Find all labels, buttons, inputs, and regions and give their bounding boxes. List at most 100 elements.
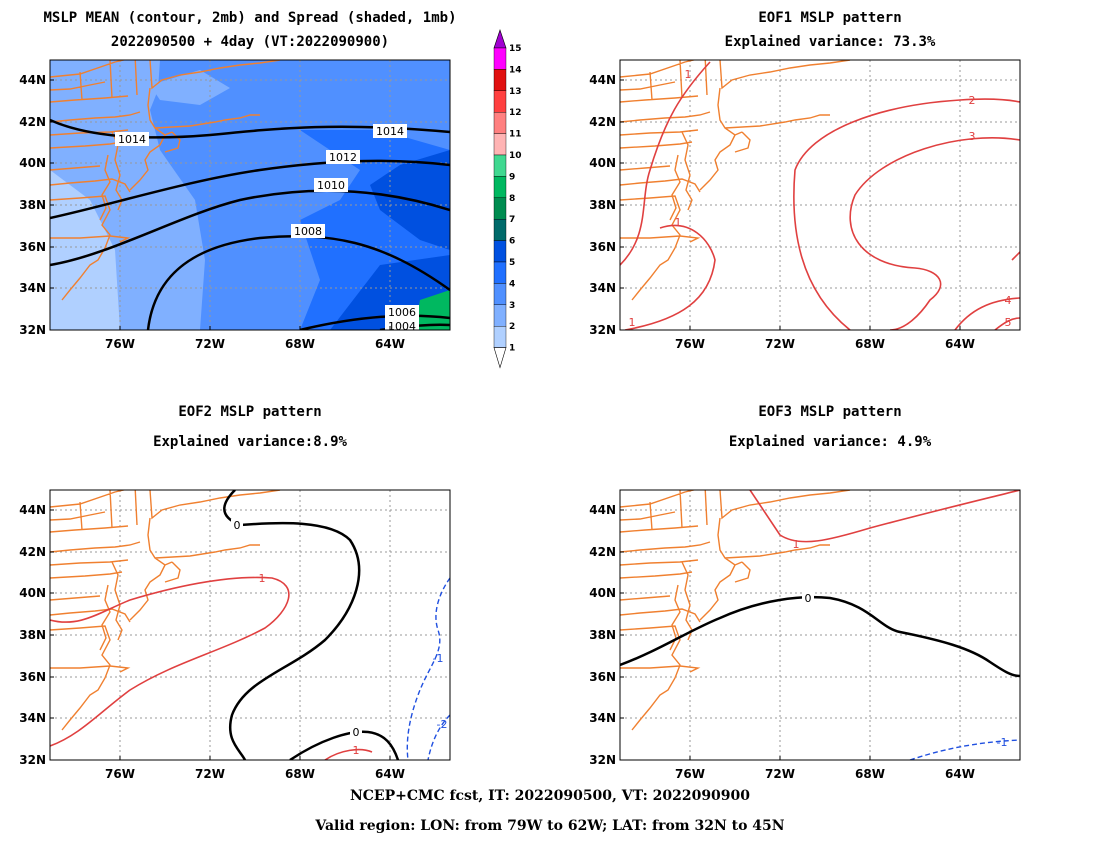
eof2-contour-0b bbox=[289, 730, 400, 760]
lat-tick-label: 36N bbox=[19, 670, 46, 684]
contour-label: -1 bbox=[433, 652, 444, 665]
mean-title-line2: 2022090500 + 4day (VT:2022090900) bbox=[110, 34, 390, 50]
eof1-contour-4 bbox=[954, 297, 1020, 330]
colorbar-label: 1 bbox=[509, 344, 515, 354]
lon-tick-label: 72W bbox=[195, 767, 225, 781]
colorbar-segment bbox=[493, 240, 507, 263]
eof1-title-line2: Explained variance: 73.3% bbox=[724, 34, 936, 50]
lat-tick-label: 42N bbox=[19, 115, 46, 129]
lon-tick-label: 72W bbox=[195, 337, 225, 351]
colorbar-label: 7 bbox=[509, 215, 515, 225]
colorbar-label: 5 bbox=[509, 258, 515, 268]
lat-tick-label: 42N bbox=[19, 545, 46, 559]
colorbar-segment bbox=[493, 69, 507, 92]
contour-label: 1 bbox=[793, 538, 800, 551]
contour-label: -2 bbox=[437, 718, 448, 731]
lat-tick-label: 38N bbox=[589, 198, 616, 212]
lon-tick-label: 64W bbox=[945, 767, 975, 781]
colorbar-max-triangle bbox=[493, 29, 507, 49]
contour-label: 2 bbox=[969, 94, 976, 107]
colorbar-label: 12 bbox=[509, 108, 522, 118]
colorbar-segment bbox=[493, 90, 507, 113]
lon-tick-label: 76W bbox=[105, 767, 135, 781]
isobar-1010 bbox=[50, 189, 450, 267]
lat-tick-label: 34N bbox=[589, 711, 616, 725]
footer-forecast-info: NCEP+CMC fcst, IT: 2022090500, VT: 20220… bbox=[349, 788, 751, 804]
eof1-contour-1b bbox=[624, 224, 716, 330]
eof2-contour-0a bbox=[223, 490, 361, 760]
eof1-contour-1 bbox=[620, 61, 711, 266]
contour-label: 1012 bbox=[329, 151, 357, 164]
eof1-contour-edge bbox=[1011, 251, 1020, 261]
eof2-title-line2: Explained variance:8.9% bbox=[153, 434, 347, 450]
eof3-grid bbox=[620, 490, 1020, 760]
eof3-coastline bbox=[620, 490, 851, 731]
lon-tick-label: 76W bbox=[675, 337, 705, 351]
colorbar-label: 9 bbox=[509, 172, 515, 182]
mean-frame bbox=[49, 59, 451, 331]
lat-tick-label: 38N bbox=[589, 628, 616, 642]
eof1-title-line1: EOF1 MSLP pattern bbox=[758, 10, 902, 26]
footer-valid-region: Valid region: LON: from 79W to 62W; LAT:… bbox=[315, 818, 785, 834]
contour-label: 3 bbox=[969, 130, 976, 143]
lon-tick-label: 76W bbox=[105, 337, 135, 351]
colorbar-label: 2 bbox=[509, 322, 515, 332]
eof3-panel: 1 0 -1 bbox=[619, 489, 1021, 761]
eof3-frame bbox=[619, 489, 1021, 761]
eof1-contour-3 bbox=[849, 136, 1020, 330]
lon-tick-label: 68W bbox=[855, 767, 885, 781]
contour-label: 1006 bbox=[388, 306, 416, 319]
lat-tick-label: 36N bbox=[19, 240, 46, 254]
eof2-grid bbox=[50, 490, 450, 760]
eof1-contour-5 bbox=[994, 317, 1020, 330]
contour-label: 1008 bbox=[294, 225, 322, 238]
eof3-title-line1: EOF3 MSLP pattern bbox=[758, 404, 902, 420]
lat-tick-label: 40N bbox=[19, 586, 46, 600]
eof1-panel: 1 2 3 1 1 4 5 bbox=[619, 59, 1021, 331]
contour-label: -1 bbox=[997, 736, 1008, 749]
contour-label: 1 bbox=[629, 316, 636, 329]
spread-shade-1 bbox=[50, 170, 120, 330]
eof3-contour-1 bbox=[749, 490, 1020, 543]
eof1-frame bbox=[619, 59, 1021, 331]
colorbar-segment bbox=[493, 304, 507, 327]
colorbar-segment bbox=[493, 261, 507, 284]
contour-label: 1 bbox=[259, 572, 266, 585]
lon-tick-label: 72W bbox=[765, 337, 795, 351]
lat-tick-label: 44N bbox=[19, 503, 46, 517]
lat-tick-label: 34N bbox=[589, 281, 616, 295]
lat-tick-label: 32N bbox=[19, 753, 46, 767]
contour-label: 0 bbox=[805, 592, 812, 605]
lon-tick-label: 76W bbox=[675, 767, 705, 781]
lat-tick-label: 40N bbox=[19, 156, 46, 170]
contour-label: 0 bbox=[353, 726, 360, 739]
lat-tick-label: 40N bbox=[589, 586, 616, 600]
colorbar-segment bbox=[493, 47, 507, 70]
lon-tick-label: 68W bbox=[285, 337, 315, 351]
colorbar-label: 10 bbox=[509, 151, 522, 161]
lat-tick-label: 32N bbox=[19, 323, 46, 337]
eof2-frame bbox=[49, 489, 451, 761]
eof3-title-line2: Explained variance: 4.9% bbox=[728, 434, 932, 450]
isobar-1012 bbox=[50, 159, 450, 220]
colorbar-label: 11 bbox=[509, 130, 522, 140]
lat-tick-label: 44N bbox=[589, 503, 616, 517]
eof2-contour-1 bbox=[50, 576, 290, 747]
contour-label: 1014 bbox=[118, 133, 146, 146]
contour-label: 5 bbox=[1005, 316, 1012, 329]
colorbar-segment bbox=[493, 111, 507, 134]
colorbar-label: 14 bbox=[509, 65, 522, 75]
lat-tick-label: 42N bbox=[589, 545, 616, 559]
lat-tick-label: 38N bbox=[19, 198, 46, 212]
colorbar-min-triangle bbox=[493, 347, 507, 369]
lat-tick-label: 36N bbox=[589, 670, 616, 684]
mean-title-line1: MSLP MEAN (contour, 2mb) and Spread (sha… bbox=[43, 10, 457, 26]
isobar-1008 bbox=[146, 235, 450, 330]
colorbar-segment bbox=[493, 197, 507, 220]
colorbar-label: 4 bbox=[509, 279, 515, 289]
eof1-contour-2 bbox=[793, 98, 1020, 330]
isobar-1014 bbox=[50, 118, 450, 139]
lat-tick-label: 34N bbox=[19, 711, 46, 725]
lat-tick-label: 32N bbox=[589, 753, 616, 767]
lat-tick-label: 42N bbox=[589, 115, 616, 129]
